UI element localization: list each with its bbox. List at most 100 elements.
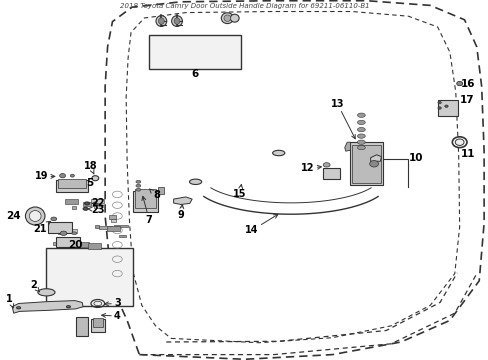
Ellipse shape [357,134,365,138]
Ellipse shape [66,306,70,308]
Text: 11: 11 [460,149,475,159]
Ellipse shape [357,113,365,117]
Text: 8: 8 [149,189,160,201]
Text: 13: 13 [330,99,354,139]
Bar [87,243,101,248]
Text: 24: 24 [6,211,21,221]
Bar [94,204,101,208]
Ellipse shape [17,307,20,309]
Ellipse shape [38,289,55,296]
Text: 22: 22 [91,198,104,208]
Ellipse shape [323,163,329,167]
Bar [94,225,98,228]
Bar [58,228,65,234]
Ellipse shape [174,18,180,24]
Bar [58,179,86,188]
Bar [91,319,105,332]
Text: 1: 1 [6,294,14,308]
Ellipse shape [357,145,365,150]
Ellipse shape [357,140,365,144]
Text: 18: 18 [83,161,97,174]
Bar [135,189,156,208]
Text: 5: 5 [86,178,93,188]
Ellipse shape [437,101,441,104]
Ellipse shape [29,211,41,221]
Bar [437,100,457,116]
Ellipse shape [189,179,202,184]
Polygon shape [370,155,381,161]
Ellipse shape [171,15,182,26]
Bar [72,206,76,210]
Ellipse shape [25,207,45,225]
Polygon shape [12,301,83,313]
Ellipse shape [456,81,462,86]
Text: 16: 16 [460,78,475,89]
Bar [133,191,158,212]
Ellipse shape [357,120,365,125]
Bar [55,225,60,228]
Ellipse shape [136,184,141,187]
Bar [56,180,88,192]
Ellipse shape [156,15,166,26]
Ellipse shape [272,150,284,156]
Bar [149,35,241,69]
Ellipse shape [83,207,88,210]
Bar [91,199,104,203]
Ellipse shape [60,231,67,235]
Text: 2018 Toyota Camry Door Outside Handle Diagram for 69211-06110-B1: 2018 Toyota Camry Door Outside Handle Di… [120,3,368,9]
Text: 3: 3 [104,298,121,309]
Text: 14: 14 [244,215,277,235]
Bar [111,219,116,222]
Ellipse shape [72,232,77,235]
Text: 9: 9 [177,205,184,220]
Text: 10: 10 [407,153,422,163]
Ellipse shape [454,139,463,145]
Ellipse shape [60,174,65,178]
Ellipse shape [369,161,378,167]
Bar [106,226,120,231]
Polygon shape [173,197,192,204]
Text: 19: 19 [35,171,55,181]
Ellipse shape [230,14,239,22]
Text: 15: 15 [232,185,246,199]
Ellipse shape [70,174,74,177]
Bar [158,187,164,194]
Bar [93,318,103,327]
Bar [65,199,78,204]
Ellipse shape [136,188,141,191]
Bar [69,229,77,233]
Ellipse shape [84,202,89,205]
Ellipse shape [136,180,141,183]
Ellipse shape [437,107,441,109]
Text: 23: 23 [88,204,104,215]
Bar [99,226,112,229]
Bar [109,215,116,219]
Bar [76,317,88,336]
Text: 21: 21 [33,221,50,234]
Text: 12: 12 [301,163,321,174]
Text: 2: 2 [30,280,40,292]
Bar [351,145,380,183]
Ellipse shape [444,105,447,107]
Text: 20: 20 [68,240,83,250]
Text: 7: 7 [142,196,152,225]
Bar [349,142,382,185]
Ellipse shape [92,176,99,181]
Bar [119,235,126,237]
Bar [322,168,339,179]
Ellipse shape [357,127,365,132]
Text: 6: 6 [191,69,198,79]
Ellipse shape [94,301,102,306]
Text: 4: 4 [102,311,121,321]
Bar [114,225,127,228]
Ellipse shape [224,15,230,22]
Ellipse shape [51,217,57,221]
Text: 17: 17 [459,95,474,105]
Bar [46,248,133,306]
Ellipse shape [221,13,233,23]
Bar [56,237,80,247]
Polygon shape [344,142,350,151]
Bar [48,222,72,233]
Bar [78,242,89,247]
Bar [53,242,65,246]
